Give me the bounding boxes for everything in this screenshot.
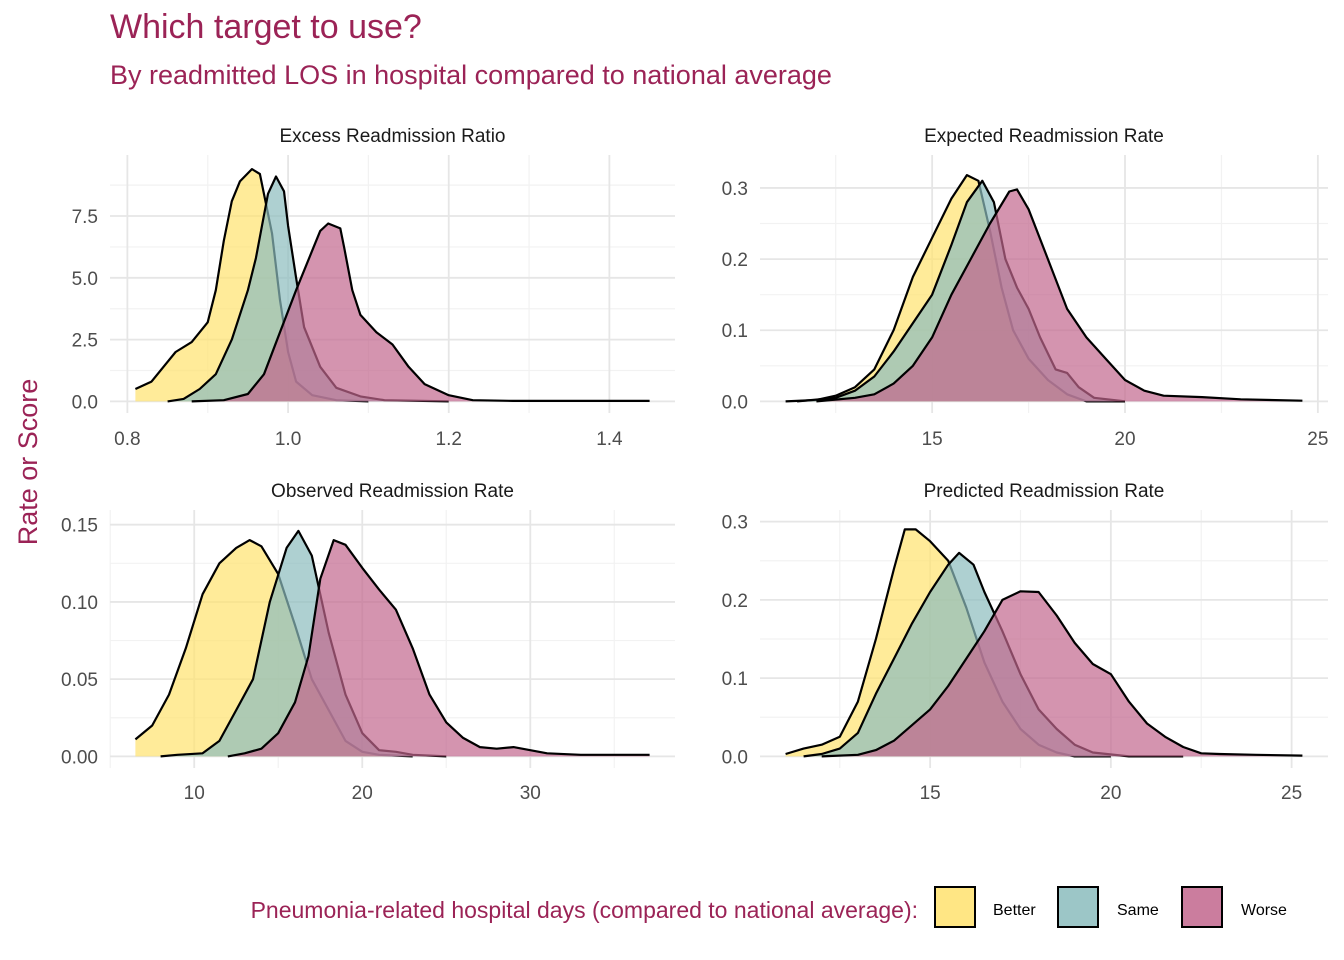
- y-tick-label: 0.1: [722, 321, 748, 342]
- x-tick-label: 15: [922, 429, 943, 450]
- legend-label-better: Better: [993, 902, 1036, 919]
- facet-panel-4: 0.0 0.1 0.2 0.3 15 20 25 Predicted Readmission …: [722, 481, 1328, 804]
- y-tick-label: 0.3: [722, 179, 748, 200]
- facet-title: Predicted Readmission Rate: [924, 481, 1165, 502]
- x-tick-label: 20: [352, 783, 373, 804]
- density-line-worse: [227, 539, 650, 758]
- x-tick-label: 25: [1281, 783, 1302, 804]
- y-tick-label: 0.0: [722, 747, 748, 768]
- density-area-worse: [816, 189, 1303, 402]
- density-area-same: [160, 530, 447, 757]
- x-tick-label: 15: [920, 783, 941, 804]
- facet-panel-3: 0.00 0.05 0.10 0.15 10 20 30 Observed Readmissi…: [61, 481, 675, 804]
- density-area-worse: [227, 540, 650, 757]
- y-tick-label: 0.1: [722, 669, 748, 690]
- y-tick-label: 0.15: [61, 516, 98, 537]
- y-tick-label: 0.2: [722, 250, 748, 271]
- facet-panel-2: 0.0 0.1 0.2 0.3 15 20 25 Expected Readmission R…: [722, 126, 1329, 450]
- y-tick-label: 5.0: [72, 269, 98, 290]
- x-tick-label: 1.0: [275, 429, 301, 450]
- chart-subtitle: By readmitted LOS in hospital compared t…: [110, 60, 832, 90]
- legend-key-worse: [1181, 886, 1223, 928]
- x-tick-label: 20: [1114, 429, 1135, 450]
- density-line-worse: [191, 222, 650, 403]
- x-tick-label: 10: [184, 783, 205, 804]
- y-tick-label: 0.00: [61, 747, 98, 768]
- density-area-same: [167, 176, 449, 402]
- legend-key-same: [1057, 886, 1099, 928]
- x-tick-label: 25: [1307, 429, 1328, 450]
- density-area-worse: [821, 591, 1303, 757]
- x-tick-label: 0.8: [114, 429, 140, 450]
- x-tick-label: 1.2: [436, 429, 462, 450]
- y-axis-label: Rate or Score: [13, 379, 43, 546]
- x-tick-label: 20: [1100, 783, 1121, 804]
- y-tick-label: 0.0: [722, 392, 748, 413]
- y-tick-label: 0.2: [722, 591, 748, 612]
- facet-title: Expected Readmission Rate: [924, 126, 1164, 147]
- legend-key-better: [934, 886, 976, 928]
- y-tick-label: 0.3: [722, 513, 748, 534]
- y-tick-label: 0.0: [72, 392, 98, 413]
- legend-title: Pneumonia-related hospital days (compare…: [251, 897, 918, 923]
- chart-title: Which target to use?: [110, 8, 422, 46]
- legend: Pneumonia-related hospital days (compare…: [251, 886, 1287, 928]
- facet-panel-1: 0.0 2.5 5.0 7.5 0.8 1.0 1.2 1.4 Excess Readmissi…: [72, 126, 675, 450]
- facet-title: Observed Readmission Rate: [271, 481, 514, 502]
- y-tick-label: 2.5: [72, 331, 98, 352]
- x-tick-label: 1.4: [596, 429, 623, 450]
- legend-label-worse: Worse: [1241, 902, 1287, 919]
- y-tick-label: 0.05: [61, 670, 98, 691]
- density-line-worse: [821, 590, 1303, 758]
- density-line-worse: [816, 188, 1303, 403]
- y-tick-label: 0.10: [61, 593, 98, 614]
- legend-label-same: Same: [1117, 902, 1159, 919]
- y-tick-label: 7.5: [72, 207, 98, 228]
- x-tick-label: 30: [520, 783, 541, 804]
- facet-title: Excess Readmission Ratio: [280, 126, 506, 147]
